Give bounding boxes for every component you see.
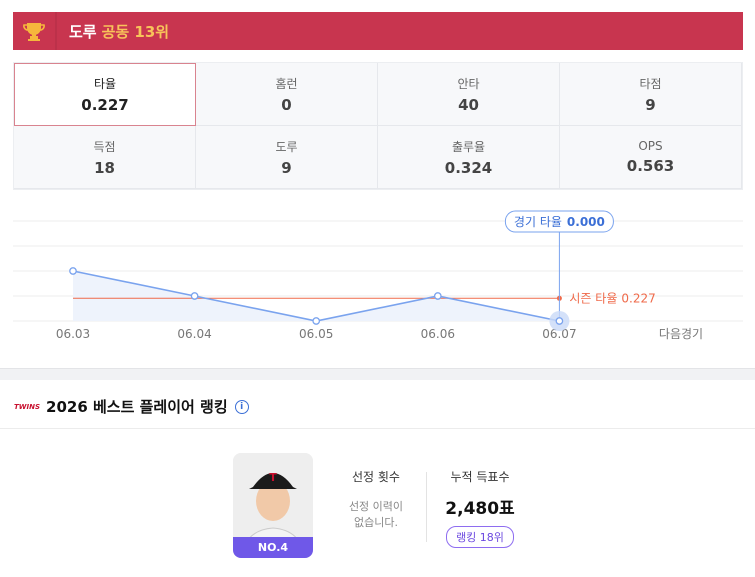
- stat-label: 안타: [457, 76, 480, 91]
- point: [433, 292, 442, 300]
- stat-label: 홈런: [275, 76, 298, 91]
- x-tick-label: 06.07: [542, 327, 576, 341]
- stat-label: 득점: [93, 139, 116, 154]
- stat-cell[interactable]: OPS 0.563: [560, 126, 742, 189]
- banner: 도루 공동 13위: [13, 12, 743, 50]
- point: [190, 292, 199, 300]
- tooltip-box: [504, 210, 614, 233]
- stat-label: 도루: [275, 139, 298, 154]
- stat-cell[interactable]: 타점 9: [560, 63, 742, 126]
- stat-value: 18: [94, 158, 115, 177]
- x-tick-label: 06.06: [421, 327, 455, 341]
- season-label: 시즌 타율 0.227: [569, 291, 655, 305]
- stat-value: 0.227: [81, 96, 129, 114]
- tooltip-name: 경기 타율: [514, 215, 562, 229]
- stat-value: 40: [458, 95, 479, 114]
- rank-pill: 랭킹 18위: [446, 526, 514, 548]
- point: [312, 317, 321, 325]
- votes-label: 누적 득표수: [450, 470, 510, 484]
- separator: [0, 428, 755, 429]
- votes-block: 누적 득표수 2,480표 랭킹 18위: [440, 468, 520, 548]
- ranking-title: 2026 베스트 플레이어 랭킹: [46, 398, 228, 416]
- stat-value: 0.324: [444, 158, 493, 177]
- stat-cell[interactable]: 타율 0.227: [14, 63, 196, 126]
- ranking-header: TWINS 2026 베스트 플레이어 랭킹 i: [14, 396, 249, 417]
- chart: 06.03 06.04 06.05 06.06 06.07 다음경기 시즌 타율 0.227 경…: [13, 210, 743, 341]
- count-block: 선정 횟수 선정 이력이 없습니다.: [340, 468, 412, 531]
- votes: 2,480표: [445, 499, 515, 519]
- info-icon[interactable]: i: [234, 399, 249, 414]
- x-tick-label: 다음경기: [659, 327, 703, 341]
- player-card[interactable]: T NO.4: [233, 453, 313, 558]
- separator: [426, 472, 427, 542]
- season-name: 시즌 타율: [569, 291, 617, 305]
- x-tick-label: 06.03: [56, 327, 90, 341]
- tooltip-value: 0.000: [567, 215, 605, 229]
- stat-value: 9: [645, 95, 656, 114]
- stat-label: 출루율: [451, 139, 486, 154]
- season-value: 0.227: [621, 291, 655, 305]
- count-label: 선정 횟수: [352, 470, 400, 484]
- trophy-icon: [23, 12, 57, 50]
- stat-label: 타점: [639, 76, 662, 91]
- divider: [0, 368, 755, 380]
- stat-value: 9: [281, 158, 292, 177]
- stat-cell[interactable]: 홈런 0: [196, 63, 378, 126]
- tooltip: 경기 타율 0.000: [514, 215, 605, 229]
- player-photo: T: [233, 453, 313, 558]
- stat-cell[interactable]: 출루율 0.324: [378, 126, 560, 189]
- stat-cell[interactable]: 안타 40: [378, 63, 560, 126]
- stat-cell[interactable]: 득점 18: [14, 126, 196, 189]
- x-tick-label: 06.05: [299, 327, 333, 341]
- stat-value: 0: [281, 95, 292, 114]
- team-logo: TWINS: [14, 402, 41, 411]
- count-text: 없습니다.: [354, 516, 398, 529]
- banner-rank: 공동 13위: [101, 22, 170, 41]
- stats-grid: 타율 0.227 홈런 0 안타 40 타점 9 득점 18 도루 9 출루율 0.324 OPS 0.563: [13, 62, 743, 190]
- area: [73, 271, 560, 321]
- point: [555, 317, 564, 325]
- badge: NO.4: [257, 541, 289, 554]
- stat-label: OPS: [638, 139, 663, 153]
- x-tick-label: 06.04: [177, 327, 211, 341]
- count-text: 선정 이력이: [348, 500, 404, 513]
- svg-text:T: T: [269, 471, 277, 484]
- stat-value: 0.563: [626, 157, 675, 175]
- banner-label: 도루: [69, 22, 97, 41]
- stat-cell[interactable]: 도루 9: [196, 126, 378, 189]
- point: [69, 267, 77, 275]
- stat-label: 타율: [93, 77, 117, 91]
